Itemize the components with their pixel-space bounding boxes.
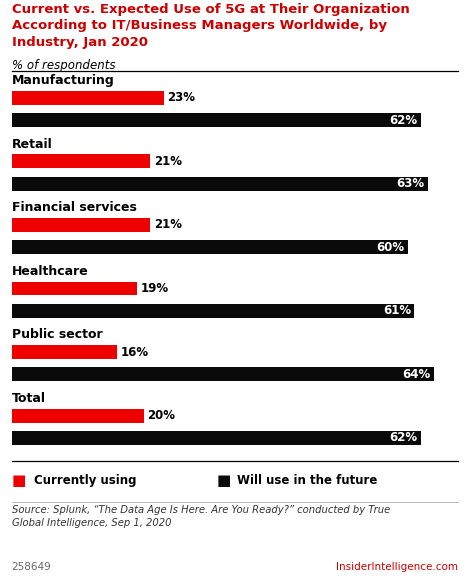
Text: 61%: 61% (383, 304, 411, 317)
Text: Source: Splunk, “The Data Age Is Here. Are You Ready?” conducted by True
Global : Source: Splunk, “The Data Age Is Here. A… (12, 505, 390, 528)
Text: 23%: 23% (167, 91, 195, 104)
Text: 21%: 21% (154, 218, 182, 232)
Text: 258649: 258649 (12, 562, 52, 572)
Text: Retail: Retail (12, 138, 53, 151)
Bar (12, 304, 415, 318)
Text: Public sector: Public sector (12, 328, 102, 342)
Text: 21%: 21% (154, 155, 182, 168)
Text: Manufacturing: Manufacturing (12, 74, 115, 87)
Bar (12, 154, 150, 168)
Bar (12, 218, 150, 232)
Bar (12, 367, 434, 381)
Text: Financial services: Financial services (12, 201, 137, 214)
Bar (12, 91, 164, 105)
Bar (12, 431, 421, 445)
Text: 62%: 62% (390, 431, 418, 444)
Text: % of respondents: % of respondents (12, 59, 115, 72)
Bar (12, 345, 118, 359)
Text: ■: ■ (12, 473, 26, 488)
Text: Healthcare: Healthcare (12, 265, 88, 278)
Text: Currently using: Currently using (34, 474, 136, 487)
Text: InsiderIntelligence.com: InsiderIntelligence.com (336, 562, 458, 572)
Text: Total: Total (12, 392, 46, 405)
Bar (12, 177, 428, 191)
Bar (12, 282, 137, 296)
Bar (12, 113, 421, 127)
Text: ■: ■ (216, 473, 231, 488)
Text: 62%: 62% (390, 113, 418, 127)
Text: 60%: 60% (376, 241, 405, 254)
Text: 20%: 20% (147, 409, 175, 422)
Text: 63%: 63% (396, 177, 424, 190)
Text: 64%: 64% (403, 368, 431, 381)
Text: Current vs. Expected Use of 5G at Their Organization
According to IT/Business Ma: Current vs. Expected Use of 5G at Their … (12, 3, 409, 49)
Text: Will use in the future: Will use in the future (237, 474, 378, 487)
Text: 19%: 19% (141, 282, 169, 295)
Bar (12, 409, 144, 423)
Bar (12, 240, 408, 254)
Text: 16%: 16% (121, 346, 149, 359)
